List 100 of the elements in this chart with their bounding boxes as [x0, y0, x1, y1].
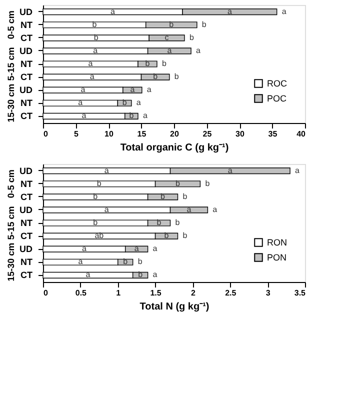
data-label: a	[82, 244, 87, 254]
total-label: b	[162, 59, 167, 68]
data-label: b	[156, 218, 162, 227]
x-tick-label: 5	[74, 130, 80, 138]
total-label: a	[295, 166, 300, 175]
total-label: a	[196, 46, 202, 55]
total-label: a	[152, 270, 158, 280]
y-tick-label: UD	[20, 6, 33, 17]
legend-label: PON	[267, 252, 287, 262]
text: 5-15 cm	[6, 206, 16, 240]
data-label: a	[104, 204, 110, 214]
x-tick-label: 2	[190, 288, 196, 298]
legend-label: ROC	[267, 78, 288, 88]
data-label: a	[88, 59, 94, 68]
text: 15-30 cm	[6, 84, 16, 122]
data-label: b	[92, 20, 98, 29]
total-label: a	[152, 244, 158, 254]
x-tick-label: 25	[202, 130, 212, 138]
data-label: a	[167, 46, 172, 55]
x-tick-label: 3.5	[294, 288, 306, 298]
y-tick-label: NT	[20, 20, 33, 30]
data-label: a	[78, 98, 84, 108]
data-label: a	[227, 6, 232, 16]
data-label: b	[169, 20, 174, 29]
x-tick-label: 1.5	[150, 288, 162, 298]
data-label: c	[164, 32, 169, 42]
text: 0-5 cm	[6, 170, 16, 198]
data-label: a	[93, 46, 98, 55]
y-tick-label: CT	[20, 32, 33, 43]
y-tick-label: NT	[20, 178, 33, 189]
y-tick-label: NT	[20, 59, 33, 69]
legend-label: POC	[267, 94, 288, 104]
total-label: b	[174, 72, 180, 82]
x-tick-label: 3	[266, 288, 271, 298]
data-label: b	[94, 32, 99, 42]
data-label: b	[145, 59, 150, 68]
total-label: a	[282, 6, 287, 16]
data-label: b	[153, 72, 158, 82]
total-label: a	[212, 204, 218, 214]
data-label: b	[176, 178, 181, 188]
x-tick-label: 0	[44, 130, 48, 138]
data-label: a	[134, 244, 140, 254]
data-label: a	[86, 270, 91, 280]
x-tick-label: 0	[44, 288, 48, 298]
y-tick-label: UD	[20, 204, 33, 215]
y-tick-label: UD	[20, 85, 33, 96]
total-label: b	[189, 32, 194, 42]
y-tick-label: UD	[20, 46, 33, 56]
data-label: a	[80, 85, 86, 94]
text: 15-30 cm	[6, 242, 16, 282]
y-tick-label: NT	[20, 218, 33, 228]
data-label: b	[93, 218, 98, 227]
y-tick-label: NT	[20, 257, 33, 268]
total-label: b	[175, 218, 180, 227]
data-label: b	[122, 98, 128, 108]
data-label: b	[164, 231, 170, 240]
total-label: b	[182, 231, 188, 240]
data-label: a	[78, 257, 84, 266]
data-label: a	[228, 166, 233, 175]
x-tick-label: 30	[236, 130, 245, 138]
total-label: b	[182, 192, 188, 201]
data-label: a	[130, 85, 136, 94]
x-tick-label: 15	[137, 130, 147, 138]
y-tick-label: CT	[20, 192, 33, 202]
x-tick-label: 20	[170, 130, 180, 138]
x-tick-label: 2.5	[225, 288, 237, 298]
x-tick-label: 0.5	[75, 288, 88, 298]
data-label: b	[160, 192, 166, 201]
total-label: a	[136, 98, 142, 108]
total-label: a	[146, 85, 152, 94]
y-tick-label: UD	[20, 244, 33, 254]
y-tick-label: NT	[20, 98, 33, 108]
total-label: a	[142, 111, 148, 120]
y-tick-label: CT	[20, 231, 33, 242]
total-label: b	[202, 20, 207, 29]
x-tick-label: 35	[268, 130, 278, 138]
data-label: b	[96, 178, 102, 188]
y-tick-label: CT	[20, 72, 33, 82]
data-label: a	[82, 111, 87, 120]
x-tick-label: 40	[296, 130, 306, 138]
total-label: b	[138, 257, 143, 266]
x-axis-title: Total N (g kg⁻¹)	[140, 302, 210, 312]
data-label: b	[93, 192, 98, 201]
text: 5-15 cm	[6, 47, 16, 81]
data-label: a	[110, 6, 116, 16]
total-label: b	[205, 178, 210, 188]
y-tick-label: CT	[20, 270, 33, 280]
y-tick-label: CT	[20, 111, 33, 122]
x-tick-label: 1	[116, 288, 122, 298]
data-label: b	[138, 270, 144, 280]
data-label: a	[104, 166, 110, 175]
text: 0-5 cm	[6, 10, 16, 40]
data-label: ab	[94, 231, 104, 240]
legend-label: RON	[267, 238, 287, 248]
x-tick-label: 10	[104, 130, 114, 138]
data-label: a	[90, 72, 95, 82]
x-axis-title: Total organic C (g kg⁻¹)	[120, 142, 229, 154]
data-label: b	[129, 111, 134, 120]
data-label: a	[186, 204, 192, 214]
data-label: b	[123, 257, 128, 266]
